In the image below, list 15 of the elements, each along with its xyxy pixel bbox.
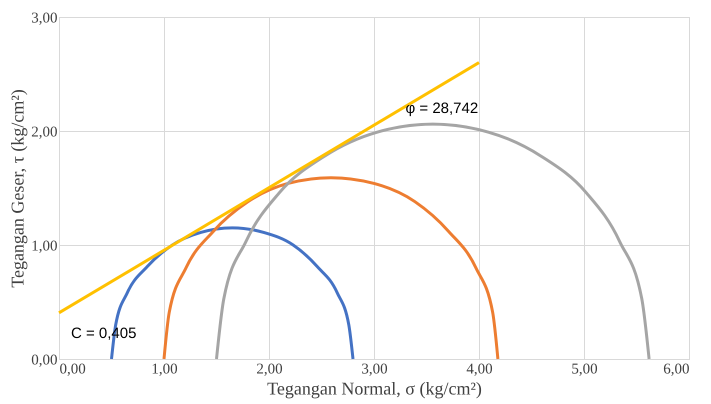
- x-tick-label: 6,00: [663, 362, 690, 378]
- x-tick-label: 5,00: [571, 362, 598, 378]
- line-series: [215, 122, 651, 360]
- x-tick-label: 4,00: [466, 362, 493, 378]
- y-tick-label: 3,00: [31, 10, 58, 26]
- y-tick-label: 1,00: [31, 238, 58, 254]
- y-tick-label: 2,00: [31, 124, 58, 140]
- line-series: [162, 176, 500, 360]
- x-tick-label: 3,00: [361, 362, 388, 378]
- x-axis-title: Tegangan Normal, σ (kg/cm²): [267, 378, 482, 398]
- annotation: φ = 28,742: [406, 100, 478, 118]
- y-axis-title: Tegangan Geser, τ (kg/cm²): [7, 89, 28, 288]
- x-tick-label: 2,00: [256, 362, 283, 378]
- x-tick-label: 1,00: [151, 362, 178, 378]
- x-tick-label: 0,00: [60, 362, 86, 378]
